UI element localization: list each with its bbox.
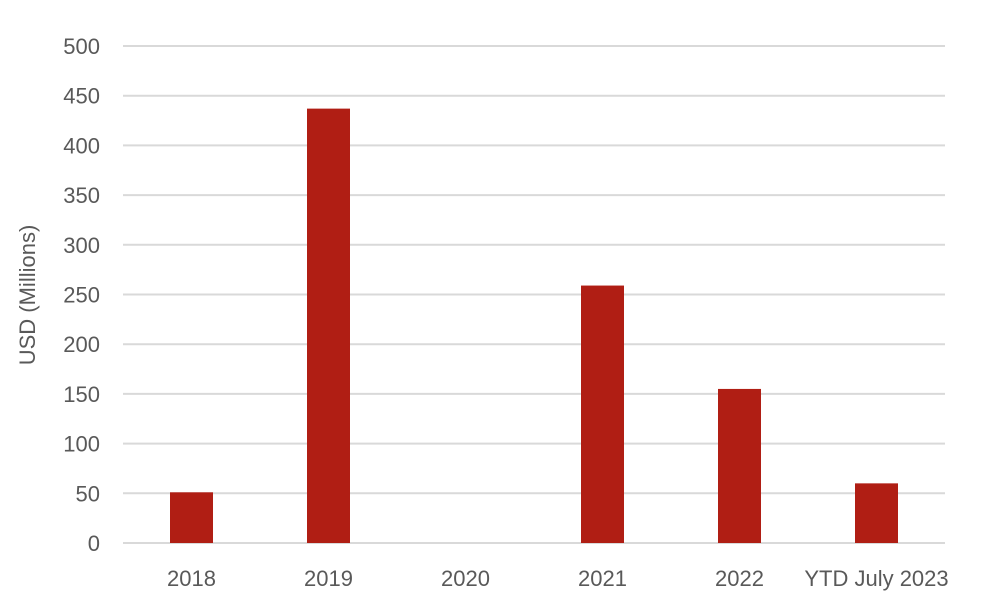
x-tick-label-2020: 2020 [441,566,490,591]
bar-2021 [581,285,624,543]
y-tick-label-300: 300 [63,233,100,258]
y-tick-label-250: 250 [63,283,100,308]
y-tick-label-350: 350 [63,183,100,208]
x-axis-tick-labels: 2018 2019 2020 2021 2022 YTD July 2023 [167,566,949,591]
gridlines [123,45,945,544]
y-axis-title: USD (Millions) [15,225,40,366]
bars [170,108,898,543]
x-tick-label-2021: 2021 [578,566,627,591]
y-tick-label-100: 100 [63,432,100,457]
bar-2018 [170,492,213,543]
y-tick-label-400: 400 [63,133,100,158]
y-tick-label-50: 50 [76,481,100,506]
y-tick-label-0: 0 [88,531,100,556]
y-axis-tick-labels: 0 50 100 150 200 250 300 350 400 450 500 [63,34,100,556]
y-tick-label-450: 450 [63,84,100,109]
bar-ytd-july-2023 [855,483,898,543]
x-tick-label-2022: 2022 [715,566,764,591]
x-tick-label-2018: 2018 [167,566,216,591]
x-tick-label-ytd-july-2023: YTD July 2023 [804,566,948,591]
x-tick-label-2019: 2019 [304,566,353,591]
bar-2022 [718,388,761,543]
y-tick-label-200: 200 [63,332,100,357]
y-tick-label-500: 500 [63,34,100,59]
bar-2019 [307,108,350,543]
y-tick-label-150: 150 [63,382,100,407]
